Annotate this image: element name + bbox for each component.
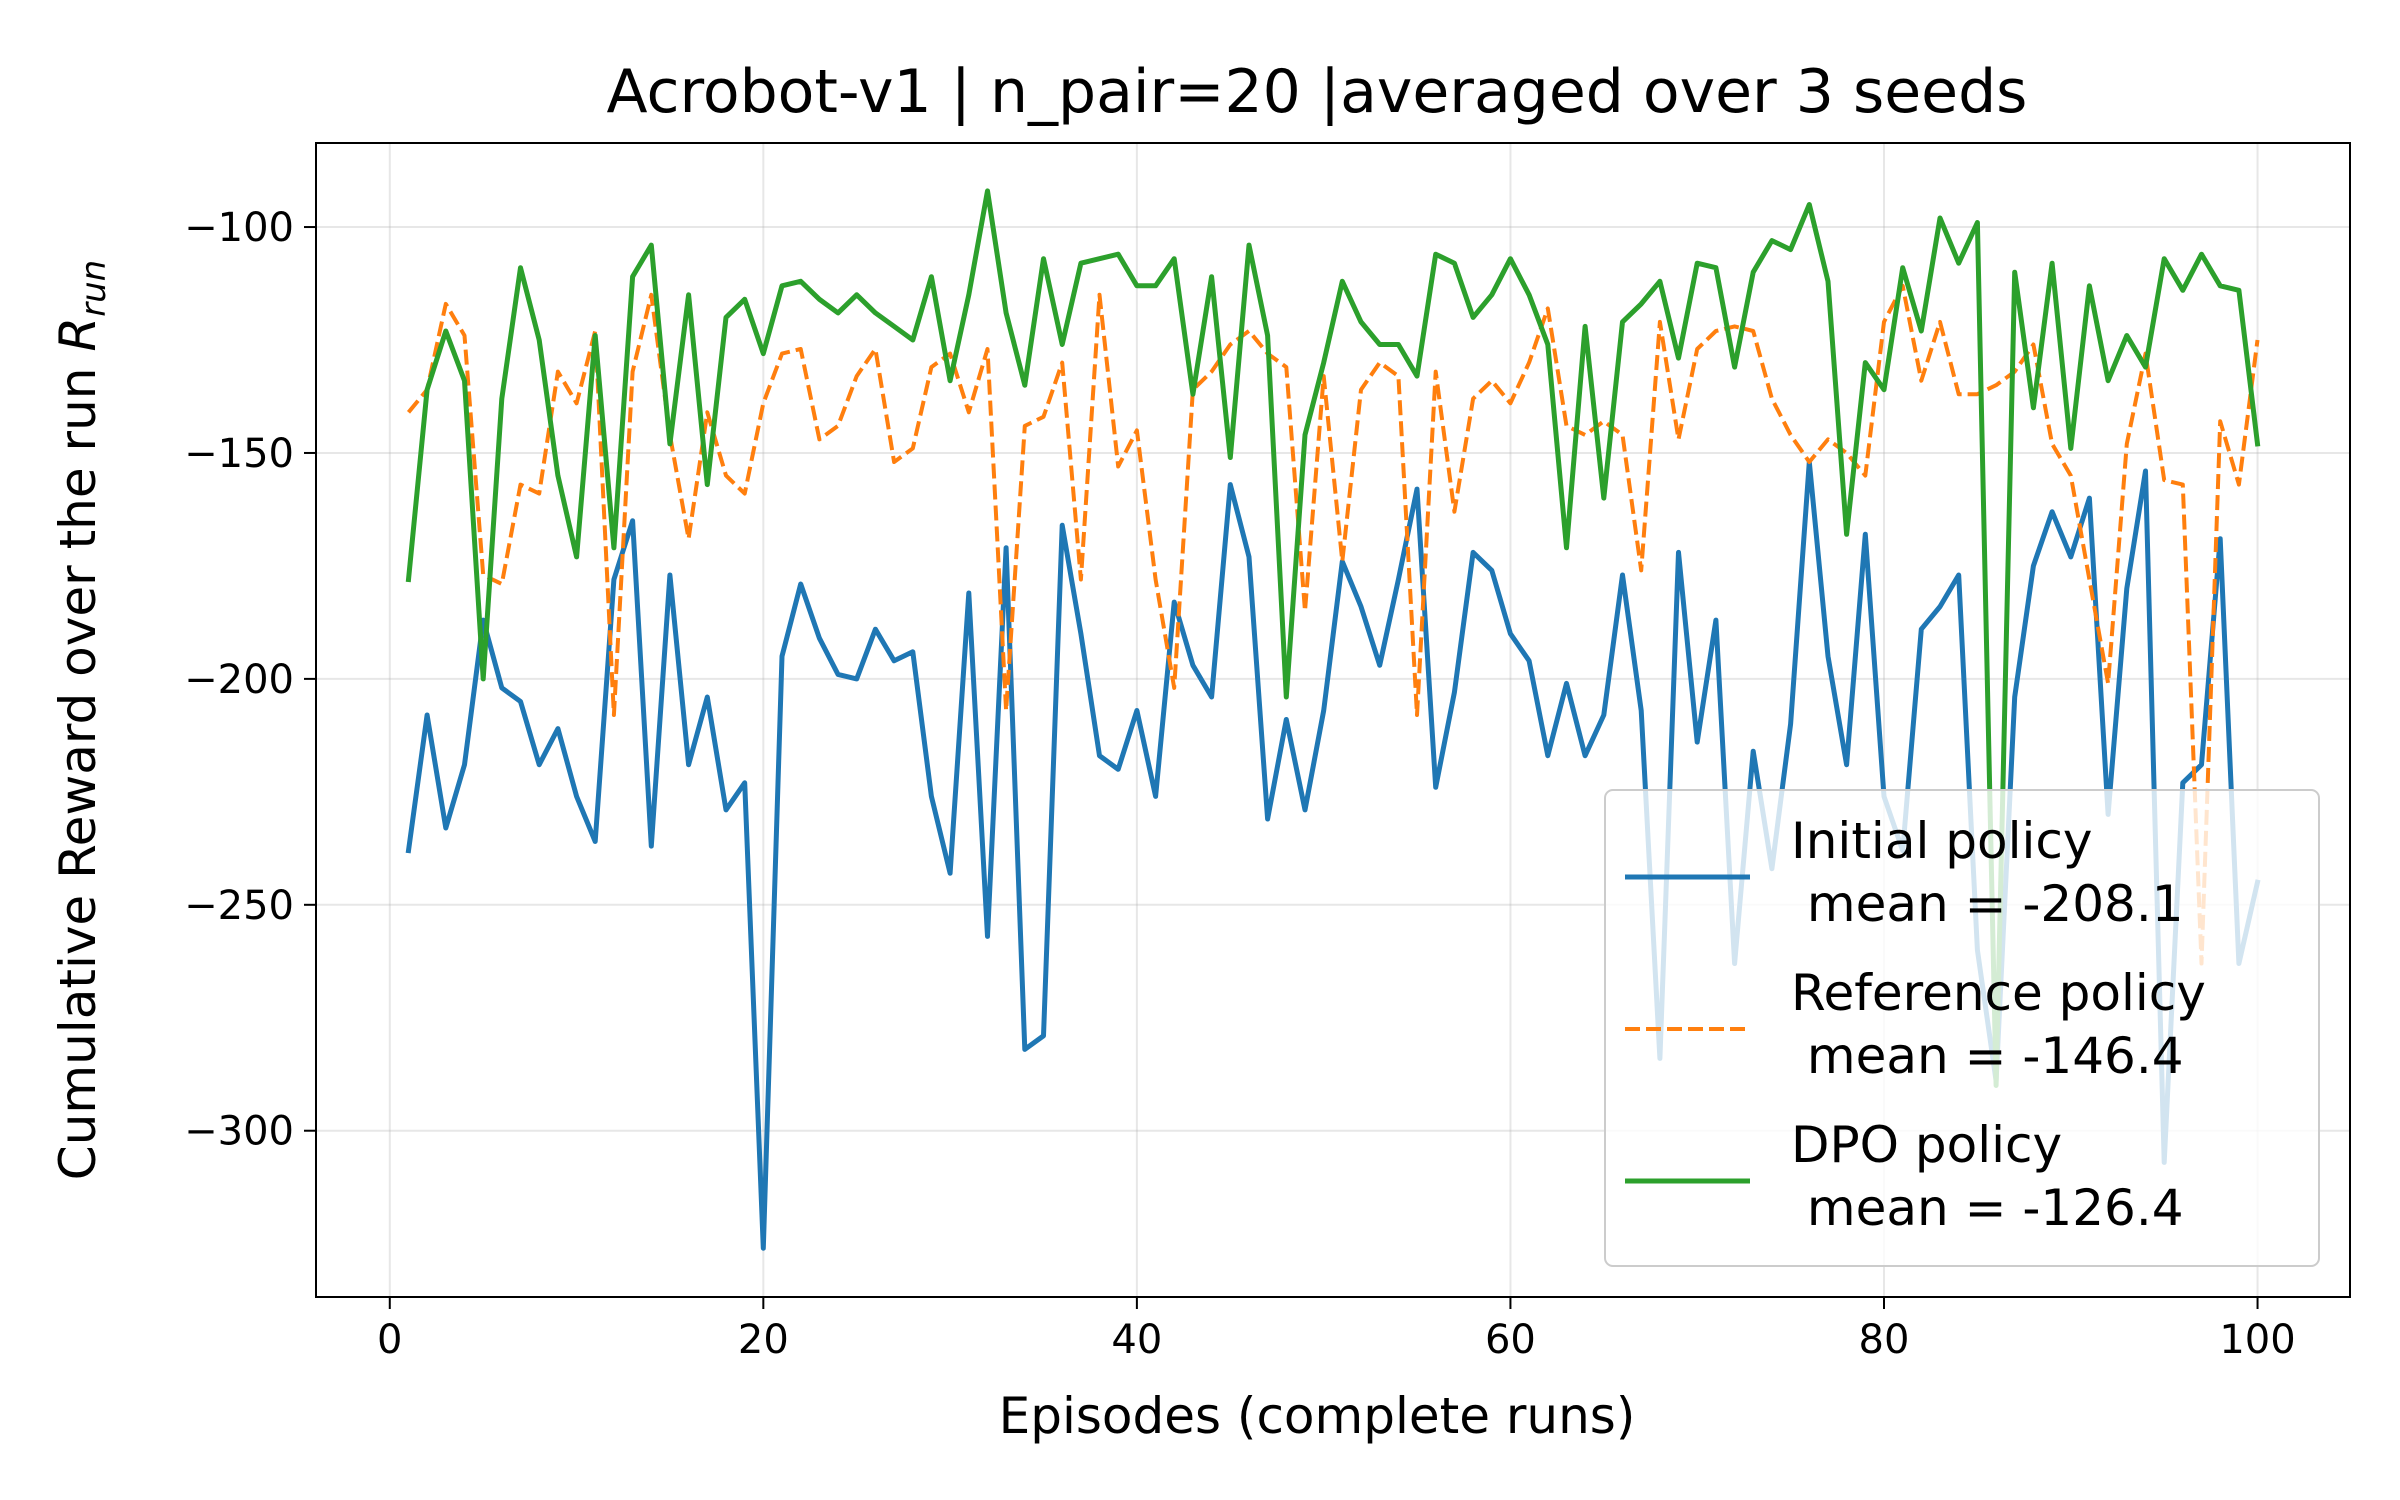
plot-frame bbox=[315, 142, 2351, 1298]
legend-mean-reference-policy: mean = -146.4 bbox=[1791, 1027, 2184, 1085]
y-tick-label: −300 bbox=[184, 1109, 294, 1155]
legend: Initial policy mean = -208.1 Reference p… bbox=[1604, 789, 2320, 1267]
legend-box bbox=[1604, 789, 2320, 1267]
legend-label-reference-policy: Reference policy bbox=[1791, 964, 2206, 1022]
x-tick-label: 100 bbox=[2219, 1317, 2295, 1363]
legend-label-dpo-policy: DPO policy bbox=[1791, 1116, 2062, 1174]
series-line-initial-policy bbox=[405, 459, 2261, 1251]
x-tick-label: 40 bbox=[1111, 1317, 1162, 1363]
x-axis-label: Episodes (complete runs) bbox=[999, 1387, 1636, 1445]
x-tick-label: 60 bbox=[1485, 1317, 1536, 1363]
y-tick-label: −100 bbox=[184, 205, 294, 251]
x-tick-label: 20 bbox=[738, 1317, 789, 1363]
axis-ticks: 0 20 40 60 80 100 −100 −150 −200 −250 −300 bbox=[184, 205, 2296, 1363]
y-axis-label: Cumulative Reward over the run Rrun bbox=[49, 260, 114, 1180]
chart-title: Acrobot-v1 | n_pair=20 |averaged over 3 … bbox=[607, 57, 2028, 127]
series-line-reference-policy bbox=[406, 283, 2260, 966]
legend-mean-initial-policy: mean = -208.1 bbox=[1791, 875, 2184, 933]
y-tick-label: −150 bbox=[184, 431, 294, 477]
y-axis-label-subscript: run bbox=[74, 260, 114, 317]
series-lines bbox=[405, 188, 2261, 1251]
legend-label-initial-policy: Initial policy bbox=[1791, 812, 2092, 870]
x-tick-label: 80 bbox=[1859, 1317, 1910, 1363]
series-line-dpo-policy bbox=[405, 188, 2261, 1088]
legend-mean-dpo-policy: mean = -126.4 bbox=[1791, 1179, 2184, 1237]
y-axis-label-symbol: R bbox=[49, 317, 107, 352]
y-tick-label: −250 bbox=[184, 883, 294, 929]
x-tick-label: 0 bbox=[377, 1317, 402, 1363]
y-tick-label: −200 bbox=[184, 657, 294, 703]
y-axis-label-text: Cumulative Reward over the run bbox=[49, 352, 107, 1181]
